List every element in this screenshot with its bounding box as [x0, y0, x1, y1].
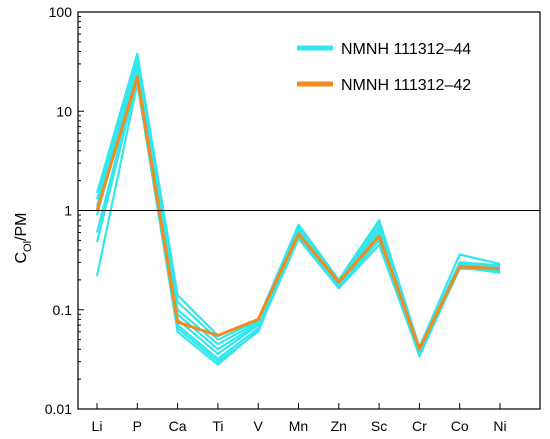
y-tick-label: 1 [64, 203, 72, 219]
y-axis: 0.01 0.1 1 10 100 [45, 4, 84, 417]
x-axis: Li P Ca Ti V Mn Zn Sc Cr Co Ni [92, 403, 507, 434]
x-tick-label: Ca [169, 418, 187, 434]
x-tick-label: Li [92, 418, 103, 434]
y-axis-title-sub: Ol [22, 241, 34, 252]
y-axis-title: COl/PM [13, 212, 34, 263]
x-tick-label: Mn [289, 418, 308, 434]
y-axis-title-rest: /PM [13, 212, 30, 240]
series-44-line [95, 78, 501, 360]
x-tick-label: Co [451, 418, 469, 434]
y-tick-label: 100 [49, 4, 73, 20]
series-nmnh-111312-44 [95, 52, 501, 366]
legend: NMNH 111312–44 NMNH 111312–42 [297, 41, 471, 94]
series-42-line [95, 75, 501, 351]
y-axis-title-main: C [13, 252, 30, 264]
series-nmnh-111312-42 [95, 75, 501, 351]
legend-label-44: NMNH 111312–44 [341, 41, 471, 58]
x-tick-label: Sc [371, 418, 387, 434]
x-tick-label: Zn [331, 418, 347, 434]
legend-label-42: NMNH 111312–42 [341, 77, 471, 94]
series-44-line [95, 72, 501, 363]
x-tick-label: P [133, 418, 142, 434]
x-tick-label: Ni [493, 418, 506, 434]
x-tick-label: Cr [412, 418, 427, 434]
y-tick-label: 0.01 [45, 401, 72, 417]
y-tick-label: 10 [56, 103, 72, 119]
y-tick-label: 0.1 [53, 302, 73, 318]
x-tick-label: Ti [212, 418, 223, 434]
x-tick-label: V [254, 418, 264, 434]
